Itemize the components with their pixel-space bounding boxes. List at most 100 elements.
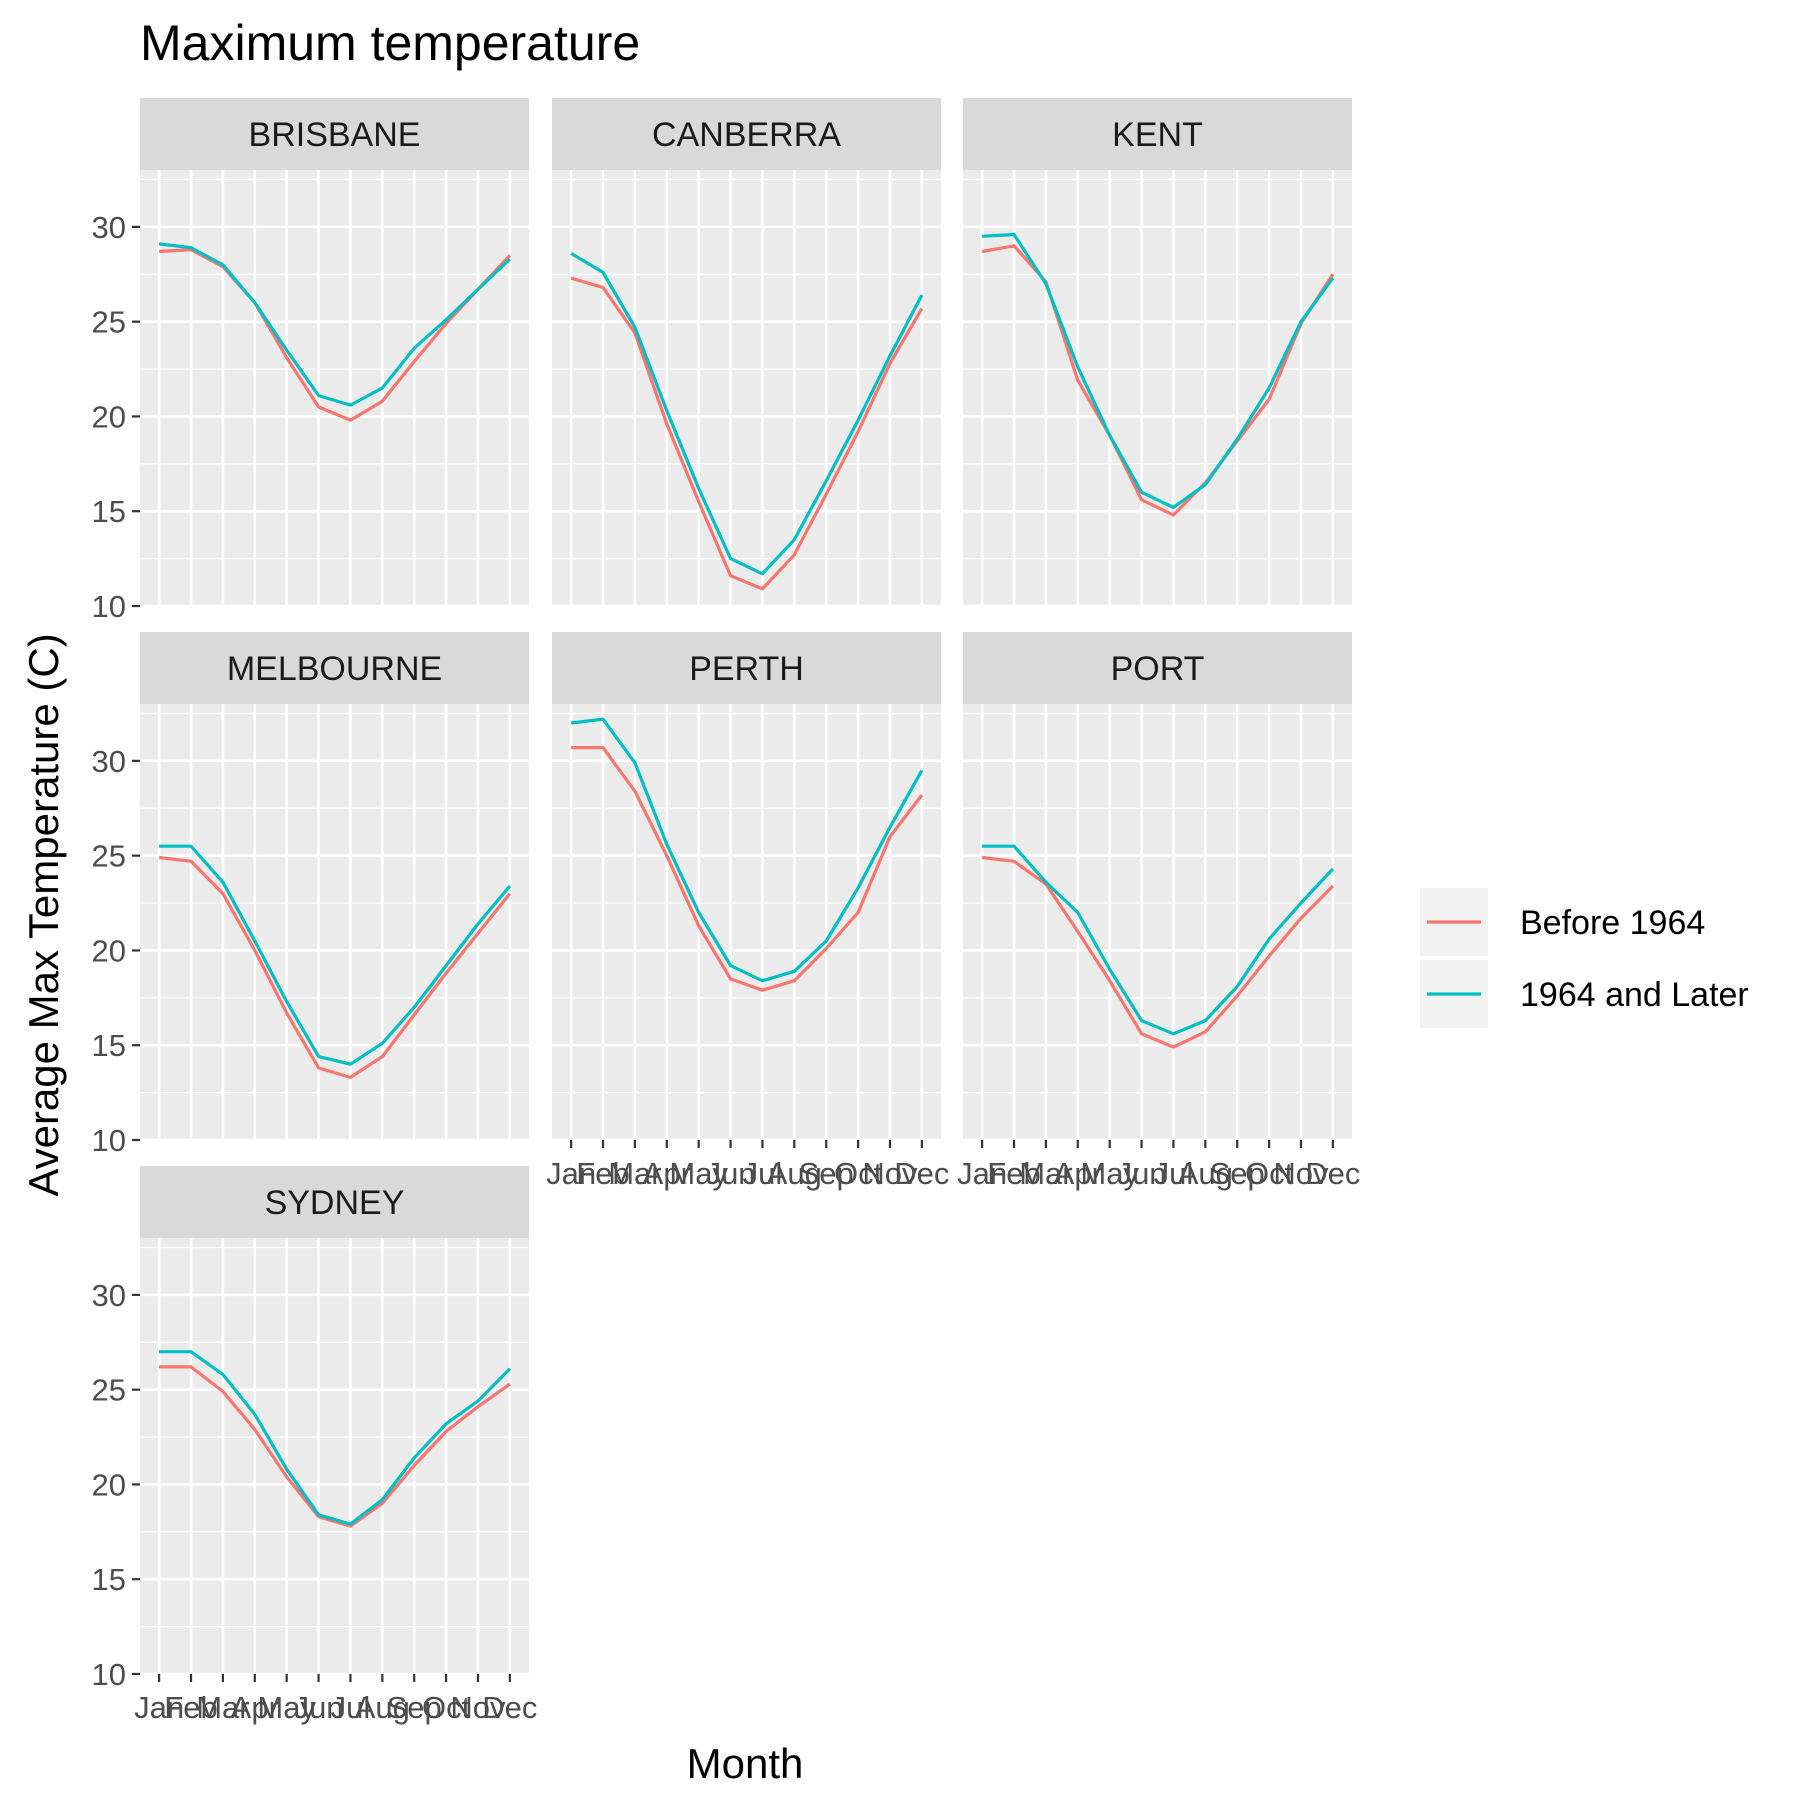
facet-strip-port	[963, 632, 1352, 704]
x-tick-label-feb: Feb	[987, 1156, 1040, 1191]
x-tick-label-may: May	[257, 1690, 316, 1725]
panel-background-brisbane	[140, 170, 529, 606]
legend-label: 1964 and Later	[1520, 976, 1749, 1014]
series-line-perth-before-1964	[571, 745, 924, 992]
facet-strip-kent	[963, 98, 1352, 170]
legend-item-1964-and-later: 1964 and Later	[1420, 960, 1749, 1028]
x-tick-label-mar: Mar	[1019, 1156, 1072, 1191]
y-axis-title: Average Max Temperature (C)	[20, 633, 67, 1196]
x-tick-label-may: May	[1080, 1156, 1139, 1191]
series-line-port-before-1964	[981, 855, 1335, 1049]
facet-label-port: PORT	[1111, 650, 1205, 688]
x-tick-label-mar: Mar	[608, 1156, 661, 1191]
series-line-canberra-before-1964	[570, 276, 924, 591]
y-tick-label: 10	[92, 1123, 126, 1158]
series-line-sydney-before-1964	[159, 1365, 511, 1528]
y-tick-label: 20	[92, 1467, 126, 1502]
x-tick-label-sep: Sep	[387, 1690, 442, 1725]
facet-kent: KENT	[963, 98, 1352, 608]
y-tick-label: 20	[92, 399, 126, 434]
series-line-melbourne-before-1964	[158, 855, 512, 1080]
y-tick-label: 15	[92, 494, 126, 529]
facet-strip-melbourne	[140, 632, 529, 704]
series-line-brisbane-before-1964	[159, 248, 512, 422]
facet-label-kent: KENT	[1112, 116, 1203, 154]
y-tick-label: 25	[92, 1373, 126, 1408]
legend-item-before-1964: Before 1964	[1420, 888, 1705, 956]
series-line-kent-1964-and-later	[982, 232, 1335, 509]
x-tick-label-dec: Dec	[894, 1156, 949, 1191]
y-tick-label: 10	[92, 1657, 126, 1692]
series-line-sydney-1964-and-later	[159, 1350, 512, 1526]
facet-panels: BRISBANE 10 15 20 25 30 CANBERRA KENT MELBOURNE 1…	[92, 98, 1360, 1725]
facet-strip-perth	[552, 632, 941, 704]
facet-label-canberra: CANBERRA	[652, 116, 841, 154]
x-tick-label-jan: Jan	[546, 1156, 596, 1191]
x-tick-label-jun: Jun	[294, 1690, 344, 1725]
x-tick-label-dec: Dec	[482, 1690, 537, 1725]
x-tick-label-jul: Jul	[1154, 1156, 1194, 1191]
facet-canberra: CANBERRA	[552, 98, 941, 608]
y-tick-label: 30	[92, 210, 126, 245]
chart-title: Maximum temperature	[140, 15, 640, 71]
x-tick-label-jul: Jul	[743, 1156, 783, 1191]
x-tick-label-apr: Apr	[231, 1690, 279, 1725]
x-tick-label-nov: Nov	[862, 1156, 918, 1191]
x-tick-label-aug: Aug	[767, 1156, 822, 1191]
x-axis-title: Month	[687, 1740, 804, 1787]
x-tick-label-oct: Oct	[422, 1690, 471, 1725]
facet-label-melbourne: MELBOURNE	[227, 650, 442, 688]
legend: Before 1964 1964 and Later	[1420, 888, 1749, 1028]
x-tick-label-feb: Feb	[164, 1690, 217, 1725]
series-line-brisbane-1964-and-later	[158, 242, 512, 407]
x-tick-label-jun: Jun	[1117, 1156, 1167, 1191]
x-tick-label-sep: Sep	[1210, 1156, 1265, 1191]
x-tick-label-sep: Sep	[799, 1156, 854, 1191]
x-tick-label-jan: Jan	[957, 1156, 1007, 1191]
x-tick-label-jun: Jun	[706, 1156, 756, 1191]
panel-background-perth	[552, 704, 941, 1140]
facet-brisbane: BRISBANE 10 15 20 25 30	[92, 98, 529, 624]
x-tick-label-aug: Aug	[355, 1690, 410, 1725]
x-tick-label-may: May	[669, 1156, 728, 1191]
y-tick-label: 30	[92, 1278, 126, 1313]
facet-label-sydney: SYDNEY	[265, 1184, 405, 1222]
x-tick-label-dec: Dec	[1305, 1156, 1360, 1191]
facet-sydney: SYDNEY 10 15 20 25 30 JanFebMarAprMayJunJulAug…	[92, 1166, 537, 1725]
panel-background-canberra	[552, 170, 941, 606]
y-tick-label: 20	[92, 933, 126, 968]
y-tick-label: 25	[92, 839, 126, 874]
series-line-melbourne-1964-and-later	[159, 844, 512, 1066]
facet-melbourne: MELBOURNE 10 15 20 25 30	[92, 632, 529, 1158]
y-tick-label: 25	[92, 305, 126, 340]
y-tick-label: 15	[92, 1562, 126, 1597]
legend-label: Before 1964	[1520, 904, 1705, 942]
y-tick-label: 10	[92, 589, 126, 624]
x-tick-label-jan: Jan	[134, 1690, 184, 1725]
x-tick-label-apr: Apr	[643, 1156, 691, 1191]
y-tick-label: 30	[92, 744, 126, 779]
x-tick-label-apr: Apr	[1054, 1156, 1102, 1191]
facet-strip-brisbane	[140, 98, 529, 170]
x-tick-label-feb: Feb	[576, 1156, 629, 1191]
y-tick-label: 15	[92, 1028, 126, 1063]
x-tick-label-jul: Jul	[331, 1690, 371, 1725]
facet-strip-sydney	[140, 1166, 529, 1238]
series-line-perth-1964-and-later	[570, 717, 924, 983]
panel-background-kent	[963, 170, 1352, 606]
facet-label-brisbane: BRISBANE	[249, 116, 421, 154]
x-tick-label-oct: Oct	[1245, 1156, 1294, 1191]
x-tick-label-mar: Mar	[196, 1690, 249, 1725]
series-line-canberra-1964-and-later	[570, 252, 924, 576]
panel-background-port	[963, 704, 1352, 1140]
panel-background-sydney	[140, 1238, 529, 1674]
x-tick-label-nov: Nov	[450, 1690, 506, 1725]
facet-strip-canberra	[552, 98, 941, 170]
facet-label-perth: PERTH	[689, 650, 804, 688]
panel-background-melbourne	[140, 704, 529, 1140]
facet-perth: PERTH JanFebMarAprMayJunJulAugSepOctNovDe…	[546, 632, 949, 1191]
x-tick-label-nov: Nov	[1273, 1156, 1329, 1191]
x-tick-label-aug: Aug	[1178, 1156, 1233, 1191]
